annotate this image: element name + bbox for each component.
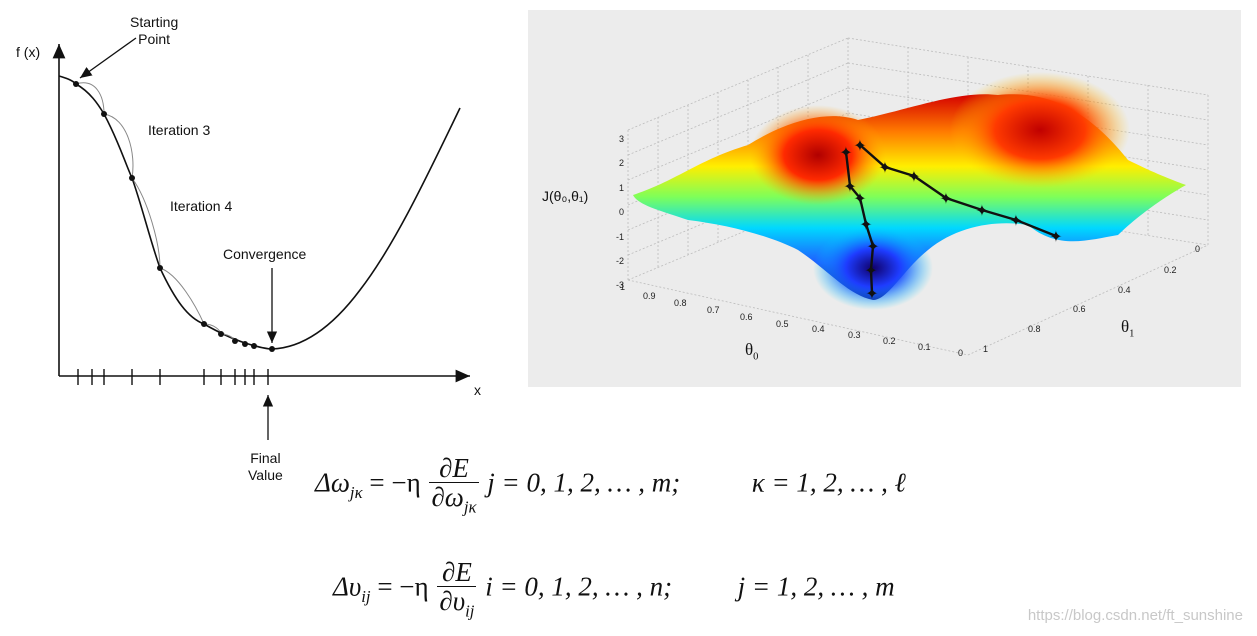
theta0-ticks: 1 0.9 0.8 0.7 0.6 0.5 0.4 0.3 0.2 0.1 0 … [528, 10, 1241, 387]
theta1-tick: 0.8 [1028, 324, 1041, 334]
gradient-descent-1d-svg [52, 37, 470, 440]
theta0-symbol: θ [745, 340, 754, 359]
svg-text:✦: ✦ [859, 215, 872, 234]
z-tick: 3 [618, 134, 624, 144]
theta1-axis-label: θ1 [1121, 317, 1134, 339]
z-axis-label: J(θ₀,θ₁) [542, 188, 589, 204]
eq1-fraction: ∂E ∂ωjκ [429, 453, 479, 517]
svg-text:✦: ✦ [1049, 227, 1062, 246]
z-ticks: 3 2 1 0 -1 -2 -3 [612, 127, 624, 298]
theta0-subscript: 0 [753, 351, 759, 363]
eq1-lhs-var: Δω [315, 467, 350, 498]
surface-peak-left [750, 105, 886, 205]
svg-text:✦: ✦ [853, 189, 866, 208]
iteration-points [73, 81, 275, 352]
convergence-label: Convergence [223, 246, 307, 262]
surface-peak-right [950, 72, 1130, 188]
svg-text:✦: ✦ [939, 189, 952, 208]
svg-text:✦: ✦ [907, 167, 920, 186]
equation-weight-update-1: Δωjκ = −η ∂E ∂ωjκ j = 0, 1, 2, … , m; κ … [315, 454, 906, 516]
cost-surface-3d-diagram: ✦ ✦ ✦ ✦ ✦ ✦ ✦ ✦ ✦ ✦ ✦ ✦ ✦ ✦ J(θ₀,θ₁) θ0 … [528, 10, 1241, 387]
svg-text:✦: ✦ [865, 284, 878, 303]
svg-text:✦: ✦ [839, 143, 852, 162]
eq2-frac-den-sub: ij [465, 601, 475, 621]
eq2-equals: = −η [377, 571, 429, 602]
cost-surface-3d-svg: ✦ ✦ ✦ ✦ ✦ ✦ ✦ ✦ ✦ ✦ ✦ ✦ ✦ ✦ [627, 37, 1209, 356]
theta0-tick: 0.2 [883, 336, 896, 346]
theta0-tick: 0.7 [707, 305, 720, 315]
eq2-lhs-var: Δυ [333, 571, 362, 602]
z-tick: -2 [615, 256, 624, 267]
iteration-4-label: Iteration 4 [170, 198, 233, 214]
theta1-tick: 1 [983, 344, 989, 354]
eq1-range-1: j = 0, 1, 2, … , m; [487, 467, 681, 498]
z-tick: -3 [615, 280, 624, 291]
theta1-tick: 0.2 [1164, 265, 1177, 275]
theta0-axis-label: θ0 [745, 340, 758, 362]
theta0-tick: 0.1 [918, 342, 931, 352]
svg-text:✦: ✦ [864, 261, 877, 280]
theta1-tick: 0.6 [1073, 304, 1086, 314]
eq1-lhs-sub: jκ [349, 482, 363, 502]
gradient-descent-1d-diagram: f (x) x Starting Point Iteration 3 Itera… [0, 0, 520, 500]
iteration-3-label: Iteration 3 [148, 122, 211, 138]
z-tick: 2 [618, 158, 624, 169]
eq2-lhs-sub: ij [361, 586, 371, 606]
eq1-equals: = −η [369, 467, 421, 498]
descent-path-markers: ✦ ✦ ✦ ✦ ✦ ✦ ✦ ✦ ✦ ✦ ✦ ✦ ✦ ✦ [839, 136, 1062, 303]
theta1-tick: 0 [1195, 244, 1201, 254]
eq2-frac-num: ∂E [441, 557, 472, 587]
x-axis-ticks [77, 369, 269, 385]
eq1-frac-num: ∂E [439, 453, 469, 483]
svg-text:✦: ✦ [1009, 211, 1022, 230]
theta0-tick: 0.9 [643, 291, 656, 301]
theta1-tick: 0.4 [1118, 285, 1131, 295]
svg-text:✦: ✦ [843, 177, 856, 196]
theta0-tick: 0 [958, 348, 964, 358]
final-value-label: Final Value [248, 450, 283, 483]
cost-curve [58, 75, 461, 350]
surface-valley [813, 226, 933, 310]
eq2-fraction: ∂E ∂υij [437, 557, 477, 621]
theta0-tick: 0.6 [740, 312, 753, 322]
z-tick: 0 [618, 207, 624, 218]
svg-text:✦: ✦ [866, 237, 879, 256]
theta0-tick: 0.5 [776, 319, 789, 329]
eq1-range-2: κ = 1, 2, … , ℓ [751, 467, 906, 498]
svg-text:✦: ✦ [975, 201, 988, 220]
svg-text:✦: ✦ [853, 136, 866, 155]
theta0-tick: 0.3 [848, 330, 861, 340]
z-tick: -1 [615, 231, 624, 242]
theta0-tick: 1 [620, 282, 626, 292]
eq2-range-1: i = 0, 1, 2, … , n; [485, 571, 673, 602]
y-axis-label: f (x) [16, 44, 41, 60]
theta1-symbol: θ [1121, 317, 1130, 336]
descent-path-2 [859, 144, 1057, 238]
equation-weight-update-2: Δυij = −η ∂E ∂υij i = 0, 1, 2, … , n; j … [333, 558, 895, 620]
z-tick: 1 [618, 182, 624, 193]
starting-point-arrow [79, 37, 137, 79]
watermark: https://blog.csdn.net/ft_sunshine [1027, 607, 1243, 624]
theta0-tick: 0.4 [812, 324, 825, 334]
theta1-subscript: 1 [1129, 328, 1135, 340]
x-axis-label: x [474, 382, 481, 398]
theta0-tick: 0.8 [674, 298, 687, 308]
eq2-frac-den: ∂υ [439, 586, 466, 617]
starting-point-label: Starting Point [130, 14, 179, 47]
eq2-range-2: j = 1, 2, … , m [737, 571, 895, 602]
eq1-frac-den: ∂ω [431, 482, 464, 513]
eq1-frac-den-sub: jκ [463, 497, 477, 517]
descent-path-1 [844, 151, 875, 294]
svg-text:✦: ✦ [878, 158, 891, 177]
